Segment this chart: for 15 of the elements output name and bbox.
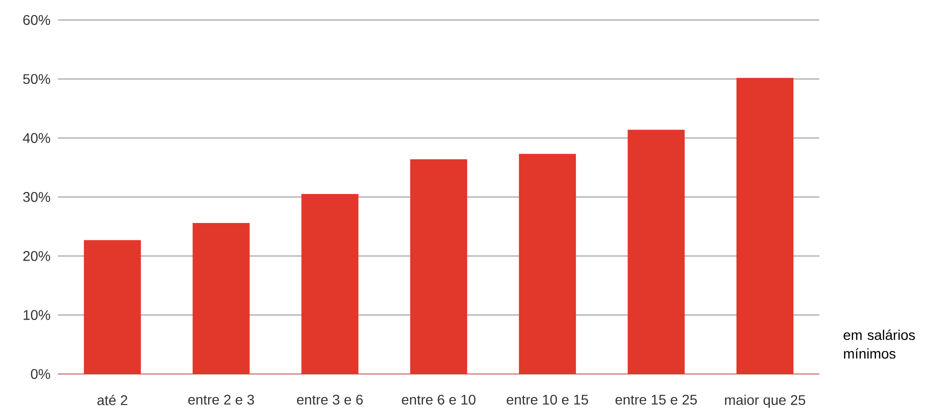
y-tick-label: 50% (23, 74, 50, 84)
x-tick-label: até 2 (97, 394, 128, 406)
x-tick-label: entre 15 e 25 (616, 394, 697, 405)
x-tick-label: entre 2 e 3 (188, 394, 254, 405)
y-tick-label: 40% (22, 133, 50, 143)
x-tick-label: maior que 25 (725, 394, 806, 408)
y-tick-label: 20% (23, 251, 50, 261)
x-tick-label: entre 6 e 10 (402, 394, 476, 405)
x-tick-label: entre 10 e 15 (506, 394, 588, 405)
y-tick-label: 30% (23, 192, 50, 202)
x-tick-label: entre 3 e 6 (297, 394, 363, 405)
x-axis-title: em salários mínimos (844, 330, 915, 359)
y-tick-label: 10% (24, 310, 50, 320)
y-tick-label: 0% (30, 369, 50, 379)
y-tick-label: 60% (23, 15, 50, 25)
